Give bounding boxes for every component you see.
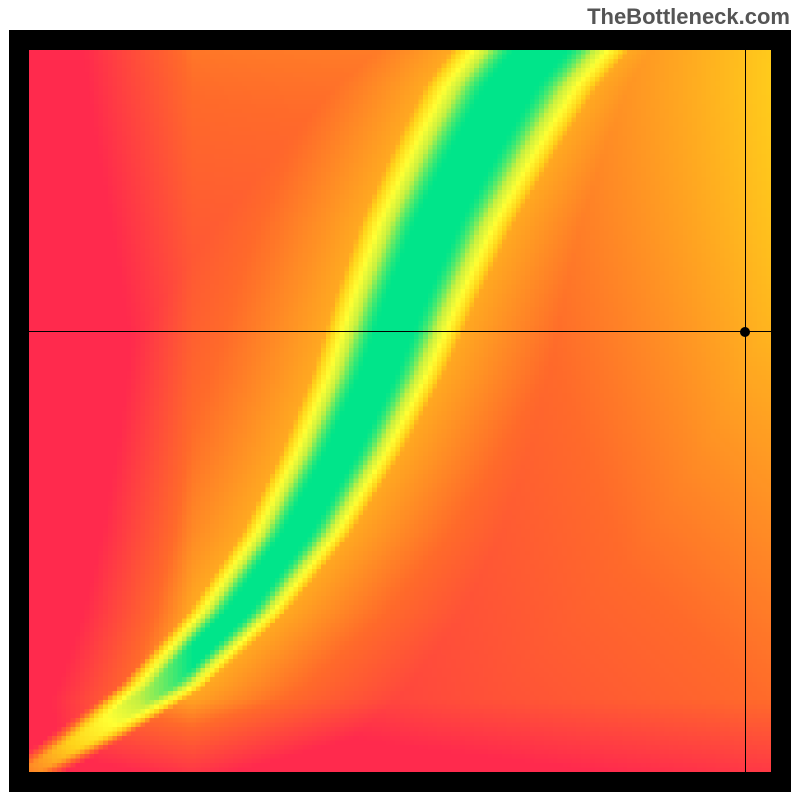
watermark-text: TheBottleneck.com <box>587 4 790 30</box>
bottleneck-heatmap <box>29 50 771 772</box>
crosshair-horizontal <box>29 331 771 332</box>
crosshair-vertical <box>745 50 746 772</box>
crosshair-marker <box>740 327 750 337</box>
chart-container: TheBottleneck.com <box>0 0 800 800</box>
